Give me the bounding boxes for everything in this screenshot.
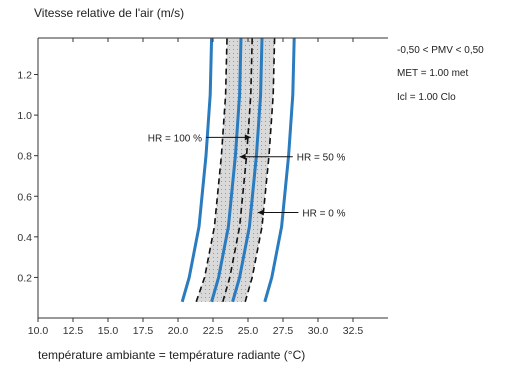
x-tick-label: 25.0 bbox=[238, 325, 259, 337]
annotation-arrowhead-3 bbox=[257, 209, 264, 216]
y-tick-label: 0.8 bbox=[17, 151, 32, 163]
condition-clo: Icl = 1.00 Clo bbox=[397, 92, 456, 103]
condition-pmv: -0,50 < PMV < 0,50 bbox=[397, 45, 484, 56]
annotation-label-3: HR = 0 % bbox=[302, 208, 345, 219]
x-tick-label: 15.0 bbox=[98, 325, 119, 337]
y-axis-label: Vitesse relative de l'air (m/s) bbox=[34, 6, 185, 20]
series-line-3 bbox=[210, 37, 243, 303]
x-tick-label: 12.5 bbox=[63, 325, 84, 337]
x-tick-label: 10.0 bbox=[28, 325, 49, 337]
x-axis-label: température ambiante = température radia… bbox=[38, 348, 306, 362]
y-tick-label: 0.6 bbox=[17, 191, 32, 203]
x-tick-label: 22.5 bbox=[203, 325, 224, 337]
annotation-arrowhead-1 bbox=[244, 134, 251, 141]
annotation-label-2: HR = 50 % bbox=[297, 153, 346, 164]
x-tick-label: 27.5 bbox=[273, 325, 294, 337]
series-layer bbox=[180, 37, 296, 303]
series-line-6 bbox=[244, 37, 276, 303]
y-tick-label: 0.4 bbox=[17, 232, 32, 244]
x-tick-label: 17.5 bbox=[133, 325, 154, 337]
x-tick-label: 20.0 bbox=[168, 325, 189, 337]
series-line-5 bbox=[231, 37, 264, 303]
ticks-layer: 10.0 12.5 15.0 17.5 20.0 22.5 25.0 27.5 30.0 32.5… bbox=[17, 38, 363, 337]
series-line-1 bbox=[180, 37, 214, 303]
y-tick-label: 0.2 bbox=[17, 272, 32, 284]
x-tick-label: 30.0 bbox=[308, 325, 329, 337]
y-tick-label: 1.2 bbox=[17, 70, 32, 82]
condition-met: MET = 1.00 met bbox=[397, 68, 469, 79]
y-tick-label: 1.0 bbox=[17, 110, 32, 122]
series-line-2 bbox=[195, 37, 228, 303]
annotations-layer: HR = 100 % HR = 50 % HR = 0 % bbox=[148, 133, 346, 219]
annotation-label-1: HR = 100 % bbox=[148, 133, 202, 144]
series-line-4 bbox=[222, 37, 253, 303]
series-line-7 bbox=[263, 37, 296, 303]
annotation-arrowhead-2 bbox=[239, 153, 246, 160]
x-tick-label: 32.5 bbox=[343, 325, 364, 337]
